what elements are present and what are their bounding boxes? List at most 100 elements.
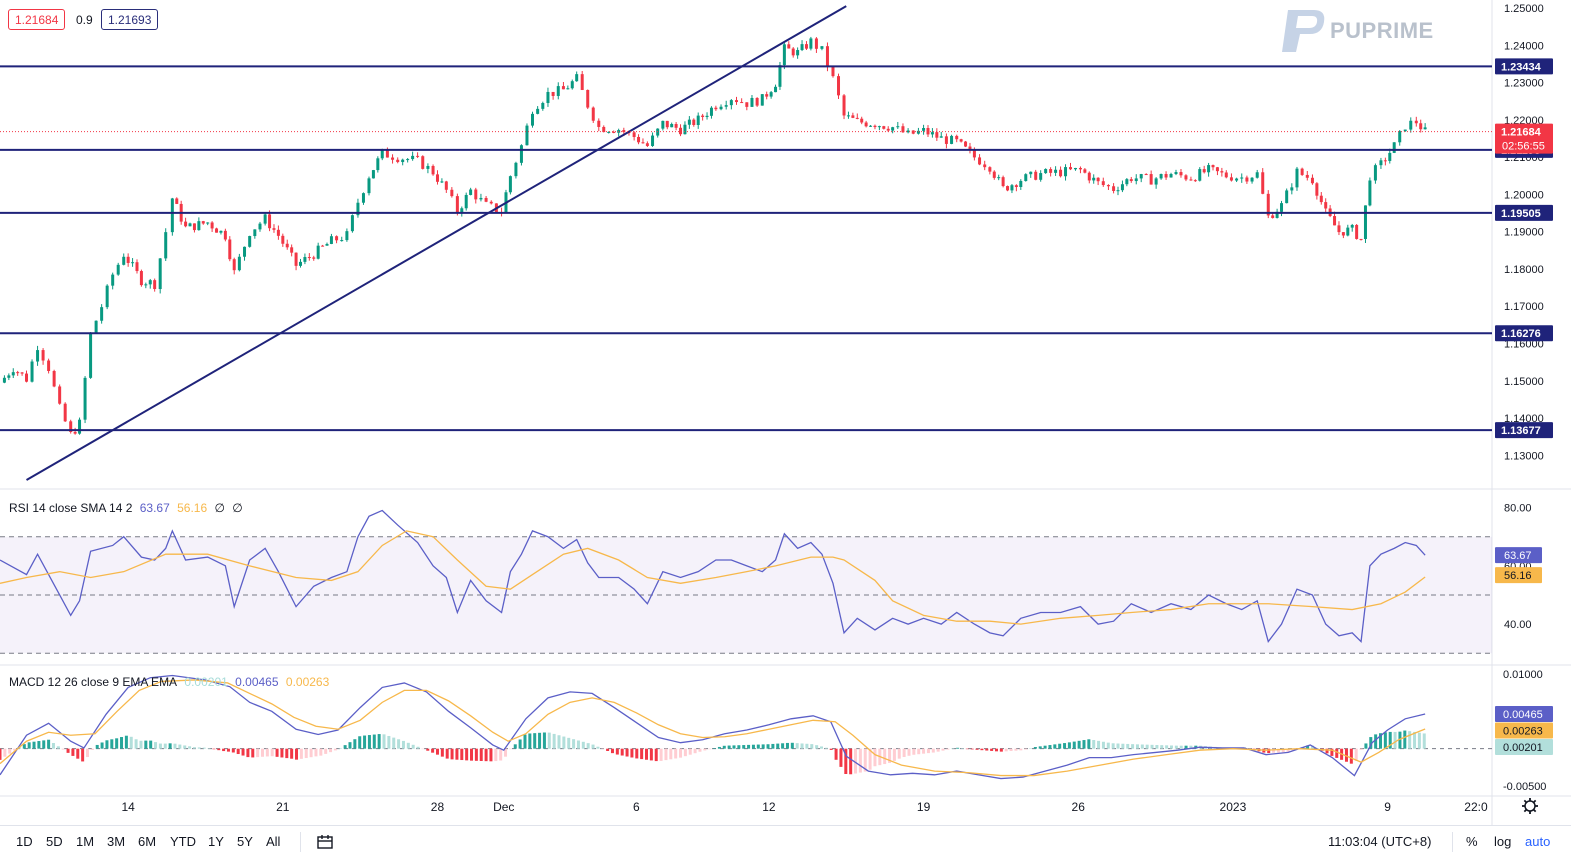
candle-body: [435, 174, 439, 182]
macd-histogram-bar: [1281, 748, 1285, 753]
candle-body: [78, 419, 82, 434]
time-tick-label: 19: [917, 800, 931, 814]
timeframe-all[interactable]: All: [266, 834, 281, 849]
candle-body: [1001, 177, 1005, 187]
macd-histogram-bar: [581, 741, 585, 749]
candle-body: [479, 197, 483, 200]
macd-histogram-bar: [285, 748, 289, 759]
macd-histogram-bar: [601, 748, 605, 750]
candle-body: [774, 86, 778, 93]
candle-body: [1419, 123, 1423, 130]
timeframe-5y[interactable]: 5Y: [237, 834, 253, 849]
candle-body: [1202, 169, 1206, 173]
candle-body: [298, 261, 302, 266]
timeframe-6m[interactable]: 6M: [138, 834, 157, 849]
macd-histogram-bar: [863, 748, 867, 772]
timeframe-3m[interactable]: 3M: [107, 834, 126, 849]
macd-histogram-bar: [416, 746, 420, 749]
candle-body: [116, 264, 120, 275]
log-scale-toggle[interactable]: log: [1494, 834, 1512, 849]
macd-histogram-bar: [353, 739, 357, 749]
candle-body: [1392, 142, 1396, 153]
candle-body: [1198, 169, 1202, 181]
macd-histogram-bar: [610, 748, 614, 754]
macd-histogram-bar: [236, 748, 240, 755]
candle-body: [530, 113, 534, 126]
candle-body: [820, 46, 824, 49]
macd-histogram-bar: [542, 732, 546, 749]
macd-histogram-bar: [1388, 731, 1392, 749]
macd-signal-line: [0, 679, 1426, 777]
candle-body: [1184, 175, 1188, 180]
candle-body: [1383, 160, 1387, 162]
macd-histogram-bar: [766, 744, 770, 749]
candle-body: [316, 245, 320, 259]
macd-histogram-bar: [630, 748, 634, 758]
candle-body: [1116, 190, 1120, 192]
macd-histogram-bar: [698, 748, 702, 752]
price-tick-label: 1.19000: [1504, 227, 1544, 239]
macd-histogram-bar: [1038, 746, 1042, 749]
percent-scale-toggle[interactable]: %: [1466, 834, 1478, 849]
candle-body: [263, 214, 267, 224]
macd-histogram-bar: [163, 743, 167, 749]
macd-histogram-bar: [1082, 740, 1086, 749]
macd-histogram-bar: [1131, 744, 1135, 749]
time-tick-label: 28: [431, 800, 445, 814]
timeframe-1d[interactable]: 1D: [16, 834, 33, 849]
candle-body: [891, 127, 895, 131]
ask-price-chip[interactable]: 1.21693: [101, 9, 159, 30]
candle-body: [687, 119, 691, 125]
macd-tick-label: 0.01000: [1503, 669, 1543, 681]
price-chart[interactable]: 1.250001.240001.230001.220001.210001.200…: [0, 0, 1571, 825]
macd-histogram-bar: [280, 748, 284, 758]
macd-histogram-bar: [144, 740, 148, 749]
macd-histogram-bar: [693, 748, 697, 754]
gear-tooth: [1523, 808, 1528, 813]
timeframe-ytd[interactable]: YTD: [170, 834, 196, 849]
clock-timezone[interactable]: 11:03:04 (UTC+8): [1328, 834, 1432, 849]
candle-body: [1154, 178, 1158, 185]
macd-histogram-bar: [567, 737, 571, 749]
candle-body: [281, 235, 285, 244]
macd-histogram-bar: [1174, 745, 1178, 749]
macd-histogram-bar: [946, 748, 950, 750]
macd-histogram-bar: [1325, 748, 1329, 754]
candle-body: [992, 171, 996, 178]
macd-histogram-bar: [372, 734, 376, 749]
auto-scale-toggle[interactable]: auto: [1525, 834, 1551, 849]
macd-histogram-bar: [124, 735, 128, 749]
macd-histogram-bar: [883, 748, 887, 765]
candle-body: [514, 162, 518, 177]
timeframe-1m[interactable]: 1M: [76, 834, 95, 849]
settings-gear-icon[interactable]: [1522, 798, 1538, 814]
candle-body: [873, 125, 877, 128]
macd-histogram-bar: [518, 739, 522, 749]
macd-histogram-bar: [1189, 745, 1193, 749]
candle-body: [869, 125, 873, 127]
macd-histogram-bar: [1354, 748, 1358, 761]
rsi-legend[interactable]: RSI 14 close SMA 14 2 63.67 56.16 ∅ ∅: [9, 501, 247, 515]
macd-histogram-bar: [523, 734, 527, 749]
macd-legend[interactable]: MACD 12 26 close 9 EMA EMA 0.00201 0.004…: [9, 675, 333, 689]
timeframe-1y[interactable]: 1Y: [208, 834, 224, 849]
time-tick-label: 6: [633, 800, 640, 814]
macd-histogram-bar: [1165, 745, 1169, 749]
bid-price-chip[interactable]: 1.21684: [8, 9, 66, 30]
macd-hist-badge-label: 0.00201: [1503, 742, 1543, 754]
candle-body: [7, 375, 11, 378]
macd-histogram-bar: [625, 748, 629, 757]
price-tick-label: 1.15000: [1504, 376, 1544, 388]
date-range-icon[interactable]: [316, 834, 334, 853]
macd-histogram-bar: [839, 748, 843, 767]
macd-histogram-bar: [421, 748, 425, 750]
macd-histogram-bar: [669, 748, 673, 760]
macd-histogram-bar: [435, 748, 439, 755]
candle-body: [69, 421, 73, 433]
timeframe-5d[interactable]: 5D: [46, 834, 63, 849]
candle-body: [1261, 172, 1265, 194]
candle-body: [1300, 168, 1304, 175]
candle-body: [268, 214, 272, 229]
candle-body: [1409, 120, 1413, 130]
